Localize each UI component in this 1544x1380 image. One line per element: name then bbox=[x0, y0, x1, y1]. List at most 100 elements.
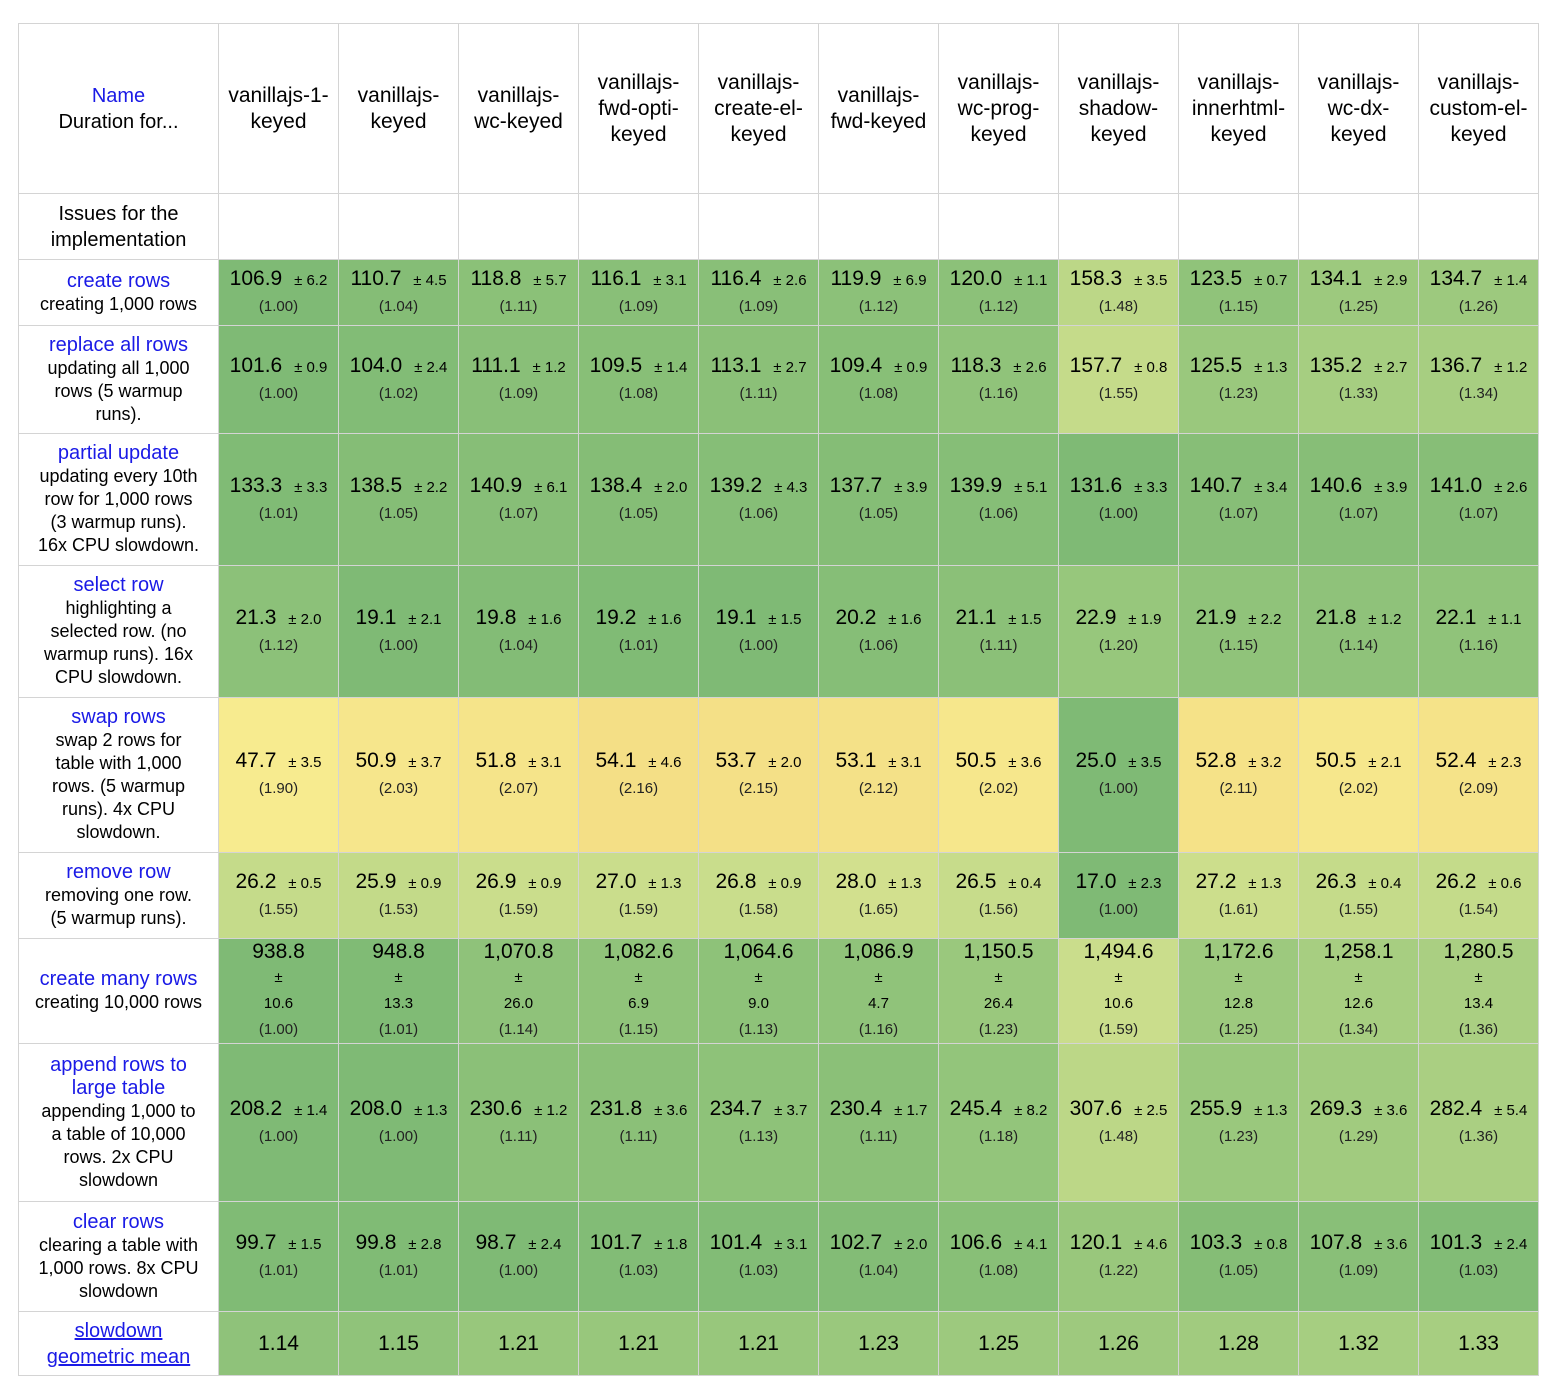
name-header-label[interactable]: Name bbox=[91, 84, 146, 107]
result-value-line: 25.9 ± 0.9 bbox=[339, 869, 458, 897]
result-cell: 19.2 ± 1.6 (1.01) bbox=[578, 565, 699, 698]
benchmark-title[interactable]: partial update bbox=[57, 442, 180, 464]
result-value: 21.3 bbox=[235, 605, 277, 629]
result-ratio: (1.04) bbox=[858, 1261, 899, 1279]
benchmark-title[interactable]: clear rows bbox=[72, 1210, 165, 1233]
result-deviation: ± 4.5 bbox=[413, 271, 447, 289]
result-ratio: (1.65) bbox=[858, 900, 899, 918]
result-ratio: (1.02) bbox=[378, 384, 419, 402]
result-value: 107.8 bbox=[1309, 1230, 1363, 1254]
framework-name-line: fwd-opti- bbox=[598, 96, 679, 120]
result-ratio: (2.16) bbox=[618, 780, 659, 797]
result-cell: 118.8 ± 5.7 (1.11) bbox=[458, 259, 579, 326]
result-value-line: 25.0 ± 3.5 bbox=[1059, 748, 1178, 776]
result-value: 21.8 bbox=[1315, 605, 1357, 629]
result-value-line: 139.9 ± 5.1 bbox=[939, 473, 1058, 501]
benchmark-description-line: slowdown bbox=[78, 1280, 159, 1301]
result-ratio: (2.03) bbox=[378, 780, 419, 797]
result-deviation: ± 10.6 bbox=[263, 969, 294, 1012]
benchmark-description-line: a table of 10,000 bbox=[51, 1123, 186, 1144]
result-deviation: ± 3.1 bbox=[888, 754, 922, 771]
result-deviation: ± 2.4 bbox=[528, 1235, 562, 1253]
result-cell: 52.8 ± 3.2 (2.11) bbox=[1178, 697, 1299, 853]
result-ratio: (1.16) bbox=[858, 1021, 899, 1038]
result-value-line: 47.7 ± 3.5 bbox=[219, 748, 338, 776]
result-value-line: 26.5 ± 0.4 bbox=[939, 869, 1058, 897]
result-ratio: (1.59) bbox=[498, 900, 539, 918]
result-value: 51.8 bbox=[475, 749, 517, 772]
result-cell: 19.1 ± 1.5 (1.00) bbox=[698, 565, 819, 698]
result-cell: 234.7 ± 3.7 (1.13) bbox=[698, 1043, 819, 1202]
result-cell: 208.0 ± 1.3 (1.00) bbox=[338, 1043, 459, 1202]
geometric-mean-value: 1.32 bbox=[1298, 1311, 1419, 1376]
issues-cell bbox=[1058, 193, 1179, 260]
result-deviation: ± 13.4 bbox=[1463, 969, 1494, 1012]
result-value-line: 52.4 ± 2.3 bbox=[1419, 748, 1538, 776]
benchmark-title[interactable]: replace all rows bbox=[49, 333, 188, 356]
result-deviation: ± 4.7 bbox=[868, 969, 889, 1012]
result-value-line: 125.5 ± 1.3 bbox=[1179, 353, 1298, 381]
result-value-line: 1,082.6 ± 6.9 bbox=[579, 939, 698, 1017]
result-ratio: (1.01) bbox=[378, 1021, 419, 1038]
benchmark-title-line[interactable]: large table bbox=[71, 1076, 166, 1099]
benchmark-label: swap rows swap 2 rows for table with 1,000… bbox=[18, 697, 219, 853]
benchmark-title[interactable]: append rows to large table bbox=[19, 1054, 218, 1100]
result-value-line: 21.8 ± 1.2 bbox=[1299, 605, 1418, 633]
result-value: 134.7 bbox=[1429, 266, 1483, 290]
benchmark-row: remove row removing one row. (5 warmup run… bbox=[18, 852, 1539, 939]
benchmark-description-line: highlighting a bbox=[65, 598, 172, 618]
geometric-mean-value: 1.25 bbox=[938, 1311, 1059, 1376]
result-value-line: 19.2 ± 1.6 bbox=[579, 605, 698, 633]
result-ratio: (1.05) bbox=[618, 504, 659, 522]
result-value: 1,070.8 bbox=[483, 940, 554, 963]
result-value-line: 113.1 ± 2.7 bbox=[699, 353, 818, 381]
result-ratio: (1.00) bbox=[258, 384, 299, 402]
benchmark-title[interactable]: create rows bbox=[66, 269, 171, 292]
result-cell: 47.7 ± 3.5 (1.90) bbox=[218, 697, 339, 853]
result-cell: 1,070.8 ± 26.0 (1.14) bbox=[458, 938, 579, 1044]
result-deviation: ± 0.9 bbox=[528, 874, 562, 892]
result-deviation: ± 1.8 bbox=[654, 1235, 688, 1253]
result-cell: 21.3 ± 2.0 (1.12) bbox=[218, 565, 339, 698]
result-cell: 26.5 ± 0.4 (1.56) bbox=[938, 852, 1059, 939]
result-deviation: ± 4.6 bbox=[1134, 1235, 1168, 1253]
geometric-mean-link[interactable]: slowdown bbox=[74, 1319, 163, 1342]
benchmark-description-line: table with 1,000 bbox=[55, 753, 182, 773]
benchmark-title[interactable]: remove row bbox=[66, 861, 171, 883]
framework-header: vanillajs-fwd-opti-keyed bbox=[578, 23, 699, 194]
result-value: 54.1 bbox=[595, 749, 637, 772]
result-value: 25.0 bbox=[1075, 749, 1117, 772]
benchmark-title-line[interactable]: append rows to bbox=[50, 1053, 187, 1076]
result-value: 19.2 bbox=[595, 605, 637, 629]
result-deviation: ± 6.9 bbox=[893, 271, 927, 289]
benchmark-title[interactable]: create many rows bbox=[39, 968, 198, 990]
geometric-mean-link[interactable]: geometric mean bbox=[46, 1345, 191, 1368]
result-value-line: 103.3 ± 0.8 bbox=[1179, 1230, 1298, 1258]
result-value-line: 230.6 ± 1.2 bbox=[459, 1096, 578, 1124]
result-cell: 106.9 ± 6.2 (1.00) bbox=[218, 259, 339, 326]
issues-cell bbox=[1298, 193, 1419, 260]
result-cell: 134.1 ± 2.9 (1.25) bbox=[1298, 259, 1419, 326]
result-deviation: ± 6.9 bbox=[628, 969, 649, 1012]
result-deviation: ± 2.9 bbox=[1374, 271, 1408, 289]
result-cell: 20.2 ± 1.6 (1.06) bbox=[818, 565, 939, 698]
result-value: 133.3 bbox=[229, 473, 283, 497]
benchmark-description-line: swap 2 rows for bbox=[55, 730, 182, 750]
result-value-line: 99.7 ± 1.5 bbox=[219, 1230, 338, 1258]
result-value: 138.4 bbox=[589, 473, 643, 497]
benchmark-rows: create rows creating 1,000 rows 106.9 ± 6.… bbox=[18, 259, 1539, 1376]
result-ratio: (1.15) bbox=[1218, 636, 1259, 654]
result-ratio: (1.01) bbox=[378, 1261, 419, 1279]
result-deviation: ± 1.4 bbox=[294, 1101, 328, 1119]
benchmark-row: create rows creating 1,000 rows 106.9 ± 6.… bbox=[18, 259, 1539, 326]
result-cell: 307.6 ± 2.5 (1.48) bbox=[1058, 1043, 1179, 1202]
result-cell: 116.1 ± 3.1 (1.09) bbox=[578, 259, 699, 326]
benchmark-title[interactable]: swap rows bbox=[71, 706, 166, 728]
geometric-mean-value: 1.26 bbox=[1058, 1311, 1179, 1376]
result-value: 52.8 bbox=[1195, 749, 1237, 772]
result-value-line: 282.4 ± 5.4 bbox=[1419, 1096, 1538, 1124]
framework-name-line: vanillajs- bbox=[1197, 70, 1280, 94]
result-value: 19.8 bbox=[475, 605, 517, 629]
result-cell: 50.5 ± 3.6 (2.02) bbox=[938, 697, 1059, 853]
benchmark-title[interactable]: select row bbox=[73, 574, 164, 596]
